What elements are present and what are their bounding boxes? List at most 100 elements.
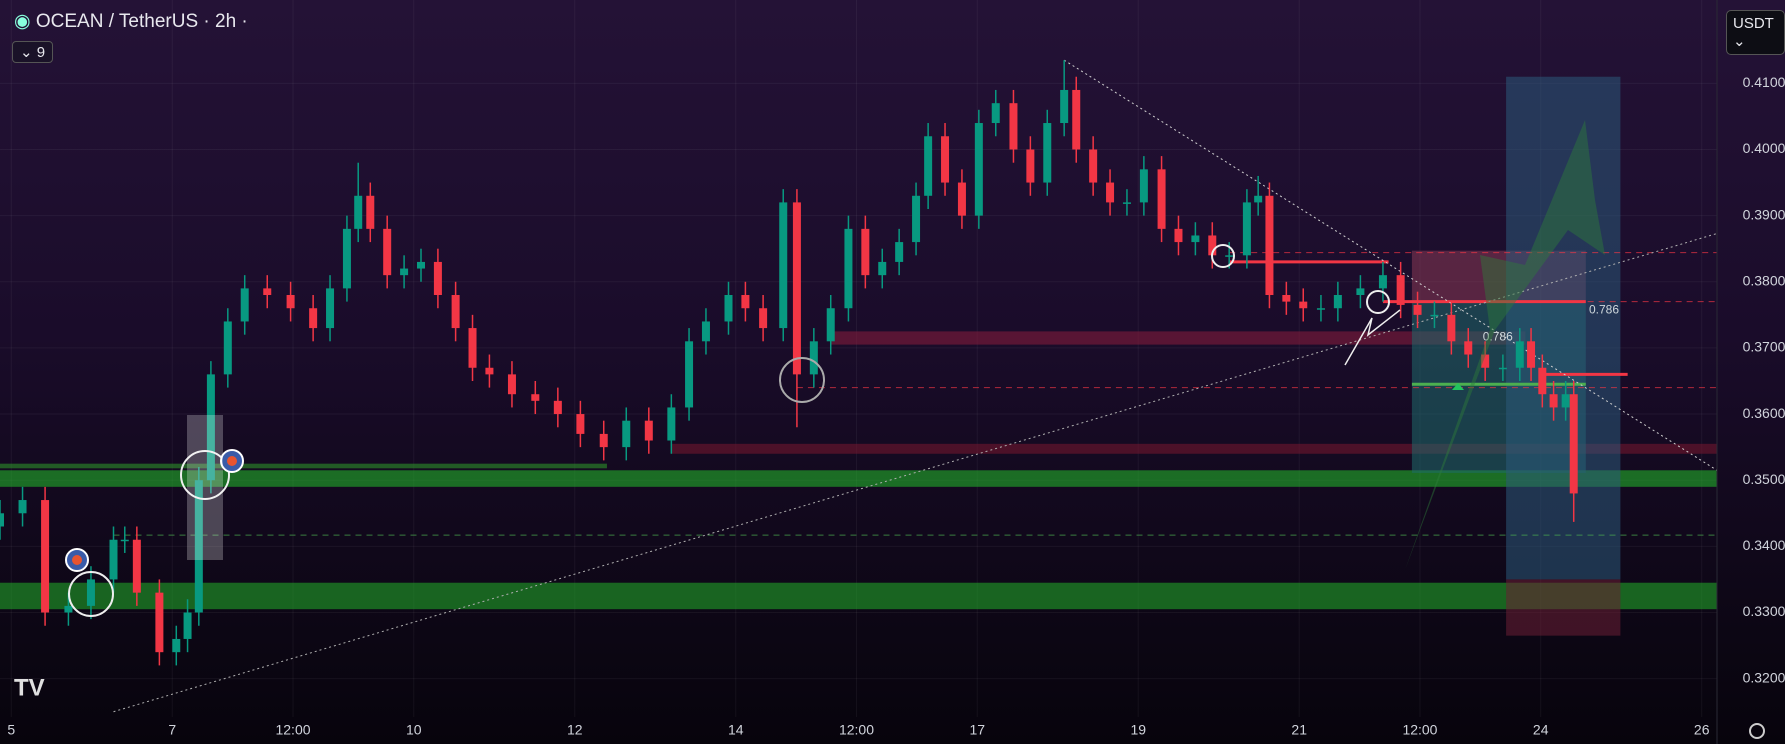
y-tick-label: 0.3300 xyxy=(1743,603,1785,619)
candle-body xyxy=(844,228,853,309)
fib-label: 0.786 xyxy=(1589,302,1619,316)
candle-body xyxy=(912,195,921,243)
candle-body xyxy=(1043,123,1052,183)
zone xyxy=(0,463,607,469)
candle-body xyxy=(120,539,129,542)
x-tick-label: 5 xyxy=(7,722,15,738)
candle-body xyxy=(701,321,710,342)
candle-body xyxy=(416,261,425,269)
candle-body xyxy=(1026,149,1035,183)
candle-body xyxy=(326,288,335,329)
symbol-title[interactable]: ◉ OCEAN / TetherUS · 2h · xyxy=(14,10,248,33)
indicators-count: 9 xyxy=(36,44,46,61)
candle-body xyxy=(576,414,585,434)
candle-body xyxy=(644,420,653,441)
candle-body xyxy=(895,242,904,262)
candle-body xyxy=(1549,394,1558,408)
candle-body xyxy=(1569,394,1578,494)
settings-icon[interactable] xyxy=(1749,723,1765,739)
zone xyxy=(671,443,1717,454)
candle-body xyxy=(1413,304,1422,315)
candle-body xyxy=(1060,89,1069,124)
candle-body xyxy=(507,374,516,395)
candle-body xyxy=(724,295,733,322)
candle-body xyxy=(1072,89,1081,150)
candle-body xyxy=(1122,202,1131,204)
candle-body xyxy=(263,288,272,296)
candle-body xyxy=(1447,314,1456,342)
candle-body xyxy=(1430,314,1439,317)
candle-body xyxy=(1225,255,1234,257)
symbol-icon: ◉ xyxy=(14,11,36,32)
zone xyxy=(0,582,1717,610)
x-tick-label: 12:00 xyxy=(1402,722,1437,738)
triangle-marker xyxy=(1452,383,1464,390)
candle-body xyxy=(1527,341,1536,368)
projection-arrow xyxy=(1405,120,1605,570)
candle-body xyxy=(1396,275,1405,305)
candle-body xyxy=(172,638,181,653)
candle-body xyxy=(1464,341,1473,355)
candle-body xyxy=(1106,182,1115,203)
candle-body xyxy=(41,500,50,613)
candle-body xyxy=(957,182,966,216)
candle-body xyxy=(64,605,73,613)
candle-body xyxy=(1139,169,1148,203)
candle-body xyxy=(941,136,950,183)
currency: USDT xyxy=(1733,15,1774,32)
y-tick-label: 0.3800 xyxy=(1743,272,1785,288)
y-tick-label: 0.3600 xyxy=(1743,405,1785,421)
candle-body xyxy=(1174,228,1183,243)
candle-body xyxy=(1254,195,1263,203)
x-tick-label: 19 xyxy=(1130,722,1146,738)
candle-body xyxy=(1242,202,1251,256)
arrow-drawing xyxy=(1344,309,1401,366)
candle-body xyxy=(485,367,494,375)
x-tick-label: 12:00 xyxy=(275,722,310,738)
candle-body xyxy=(667,407,676,441)
candle-body xyxy=(383,228,392,276)
candle-body xyxy=(354,195,363,229)
currency-button[interactable]: USDT ⌄ xyxy=(1726,10,1785,55)
candle-body xyxy=(18,500,27,514)
candle-body xyxy=(109,539,118,580)
candle-body xyxy=(741,295,750,309)
candle-body xyxy=(194,480,203,613)
candle-body xyxy=(1265,195,1274,296)
x-tick-label: 10 xyxy=(406,722,422,738)
candle-body xyxy=(1538,367,1547,395)
candle-body xyxy=(183,612,192,639)
marker-circle xyxy=(1211,244,1235,268)
candle-body xyxy=(342,228,351,289)
x-tick-label: 21 xyxy=(1291,722,1307,738)
candle-body xyxy=(1333,295,1342,309)
candle-body xyxy=(1089,149,1098,183)
candle-body xyxy=(1561,394,1570,408)
candle-body xyxy=(1282,295,1291,302)
candle-body xyxy=(1299,301,1308,309)
x-tick-label: 12:00 xyxy=(839,722,874,738)
candle-body xyxy=(599,433,608,448)
candle-body xyxy=(433,261,442,296)
candle-body xyxy=(1356,288,1365,296)
y-tick-label: 0.4100 xyxy=(1743,74,1785,90)
candle-body xyxy=(132,539,141,593)
indicators-toggle[interactable]: ⌄ 9 xyxy=(12,41,54,63)
candle-body xyxy=(861,228,870,276)
trend-line xyxy=(113,233,1718,713)
target-icon xyxy=(72,555,82,565)
candle-body xyxy=(553,400,562,415)
candle-body xyxy=(792,202,801,375)
candle-body xyxy=(286,295,295,309)
x-tick-label: 24 xyxy=(1533,722,1549,738)
candle-body xyxy=(155,592,164,653)
candle-body xyxy=(0,513,4,527)
candle-body xyxy=(991,103,1000,124)
x-tick-label: 7 xyxy=(168,722,176,738)
x-tick-label: 14 xyxy=(728,722,744,738)
candle-body xyxy=(779,202,788,329)
y-tick-label: 0.3900 xyxy=(1743,206,1785,222)
candle-body xyxy=(240,288,249,322)
